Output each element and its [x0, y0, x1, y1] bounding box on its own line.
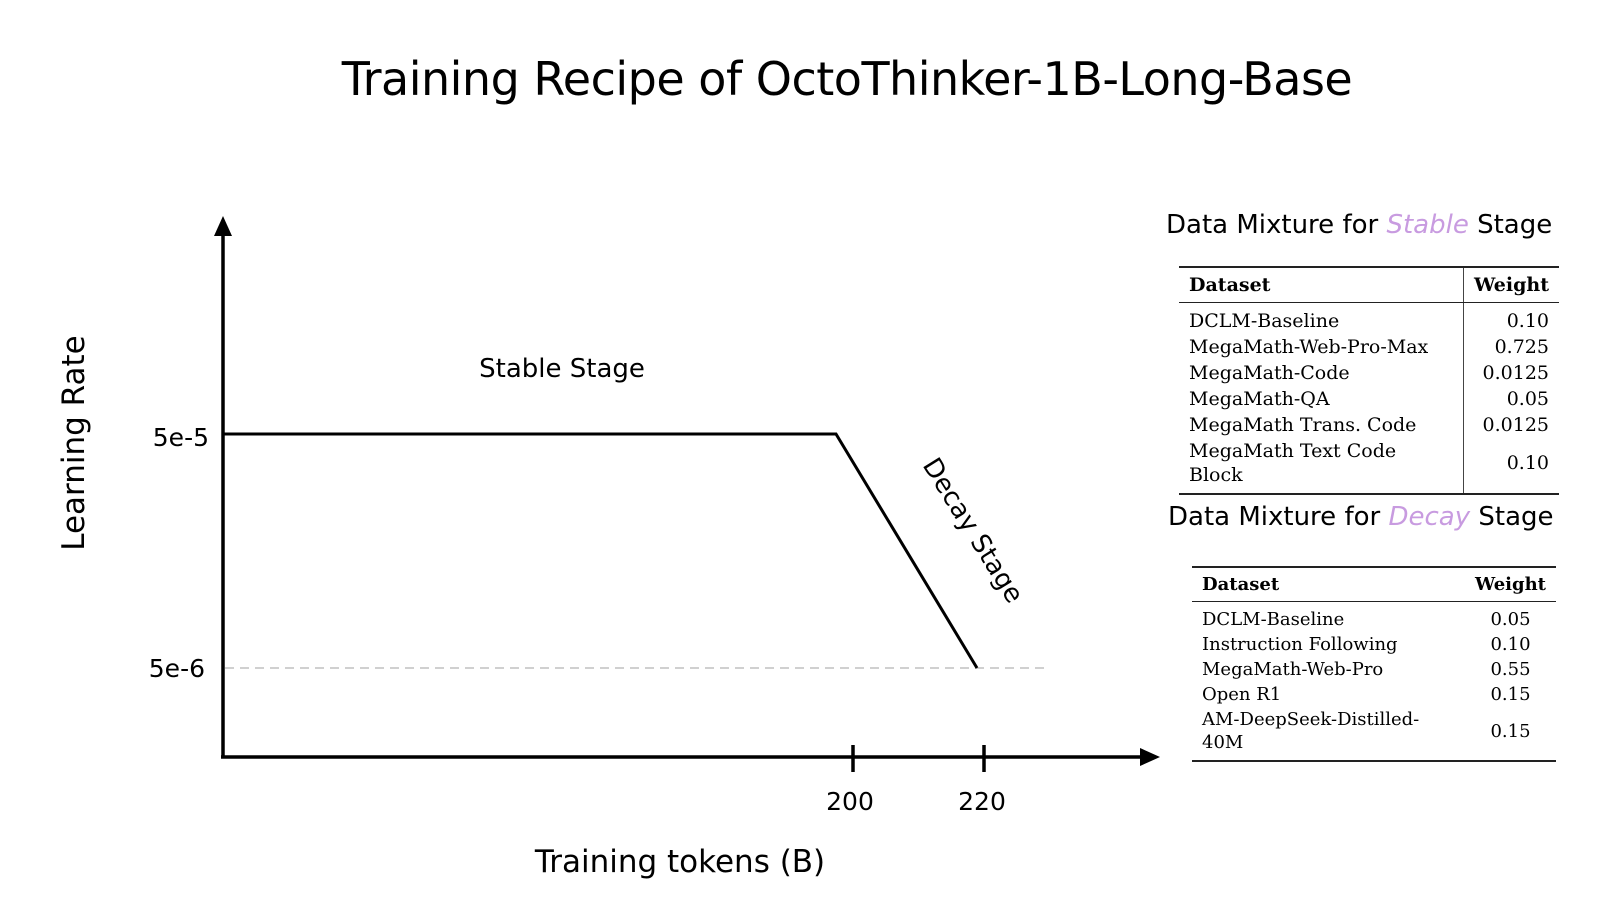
- dataset-cell: DCLM-Baseline: [1189, 310, 1340, 332]
- stable-mixture-table: Dataset Weight DCLM-Baseline 0.10 MegaMat…: [1179, 266, 1559, 495]
- y-axis-arrow: [214, 216, 232, 236]
- weight-cell: 0.10: [1463, 302, 1559, 334]
- table-header-row: Dataset Weight: [1192, 566, 1556, 602]
- dataset-cell: DCLM-Baseline: [1202, 609, 1345, 630]
- weight-cell: 0.725: [1463, 334, 1559, 360]
- weight-cell: 0.0125: [1463, 412, 1559, 438]
- column-header-weight: Weight: [1463, 266, 1559, 303]
- y-tick-label-5e-6: 5e-6: [149, 654, 205, 683]
- dataset-cell: Instruction Following: [1202, 634, 1398, 655]
- dataset-cell: MegaMath-Code: [1189, 362, 1350, 384]
- dataset-cell: AM-DeepSeek-Distilled-40M: [1192, 707, 1465, 762]
- decay-stage-label: Decay Stage: [916, 453, 1029, 609]
- stable-table-heading: Data Mixture for Stable Stage: [1166, 210, 1552, 240]
- table-row: MegaMath-Code 0.0125: [1179, 360, 1559, 386]
- table-row: MegaMath-Web-Pro-Max 0.725: [1179, 334, 1559, 360]
- stable-stage-label: Stable Stage: [479, 354, 645, 384]
- stable-heading-prefix: Data Mixture for: [1166, 210, 1387, 240]
- table-row: MegaMath-QA 0.05: [1179, 386, 1559, 412]
- table-row: MegaMath Trans. Code 0.0125: [1179, 412, 1559, 438]
- decay-mixture-table: Dataset Weight DCLM-Baseline 0.05 Instruc…: [1192, 566, 1556, 762]
- y-axis-label: Learning Rate: [56, 335, 92, 551]
- table-row: DCLM-Baseline 0.10: [1179, 302, 1559, 334]
- learning-rate-diagram: 200 220 5e-5 5e-6 Stable Stage Decay Sta…: [56, 216, 1160, 880]
- weight-cell: 0.15: [1490, 684, 1531, 705]
- dataset-cell: Open R1: [1202, 684, 1282, 705]
- table-header-row: Dataset Weight: [1179, 266, 1559, 303]
- stable-heading-accent: Stable: [1386, 210, 1469, 240]
- table-row: AM-DeepSeek-Distilled-40M 0.15: [1192, 707, 1556, 762]
- decay-table-heading: Data Mixture for Decay Stage: [1168, 502, 1554, 532]
- dataset-cell: MegaMath-QA: [1189, 388, 1330, 410]
- decay-heading-accent: Decay: [1388, 502, 1471, 532]
- decay-heading-suffix: Stage: [1470, 502, 1554, 532]
- decay-heading-prefix: Data Mixture for: [1168, 502, 1389, 532]
- weight-cell: 0.05: [1463, 386, 1559, 412]
- table-row: DCLM-Baseline 0.05: [1192, 602, 1556, 633]
- x-tick-label-220: 220: [958, 787, 1006, 816]
- table-row: Instruction Following 0.10: [1192, 632, 1556, 657]
- dataset-cell: MegaMath-Web-Pro: [1202, 659, 1384, 680]
- stable-heading-suffix: Stage: [1468, 210, 1553, 240]
- column-header-dataset: Dataset: [1179, 266, 1464, 303]
- table-row: MegaMath-Web-Pro 0.55: [1192, 657, 1556, 682]
- weight-cell: 0.05: [1490, 609, 1531, 630]
- page-title: Training Recipe of OctoThinker-1B-Long-B…: [341, 52, 1353, 106]
- y-tick-label-5e-5: 5e-5: [153, 423, 209, 452]
- x-axis-arrow: [1140, 748, 1160, 766]
- dataset-cell: MegaMath Text Code Block: [1179, 438, 1464, 495]
- dataset-cell: MegaMath-Web-Pro-Max: [1189, 336, 1429, 358]
- weight-cell: 0.10: [1463, 438, 1559, 495]
- column-header-dataset: Dataset: [1192, 566, 1465, 602]
- dataset-cell: MegaMath Trans. Code: [1189, 414, 1417, 436]
- table-row: MegaMath Text Code Block 0.10: [1179, 438, 1559, 495]
- weight-cell: 0.15: [1464, 707, 1556, 762]
- weight-cell: 0.55: [1490, 659, 1531, 680]
- x-axis-label: Training tokens (B): [534, 844, 825, 880]
- weight-cell: 0.10: [1490, 634, 1531, 655]
- weight-cell: 0.0125: [1463, 360, 1559, 386]
- learning-rate-schedule-line: [223, 432, 979, 669]
- x-tick-label-200: 200: [826, 787, 874, 816]
- table-row: Open R1 0.15: [1192, 682, 1556, 707]
- column-header-weight: Weight: [1464, 566, 1556, 602]
